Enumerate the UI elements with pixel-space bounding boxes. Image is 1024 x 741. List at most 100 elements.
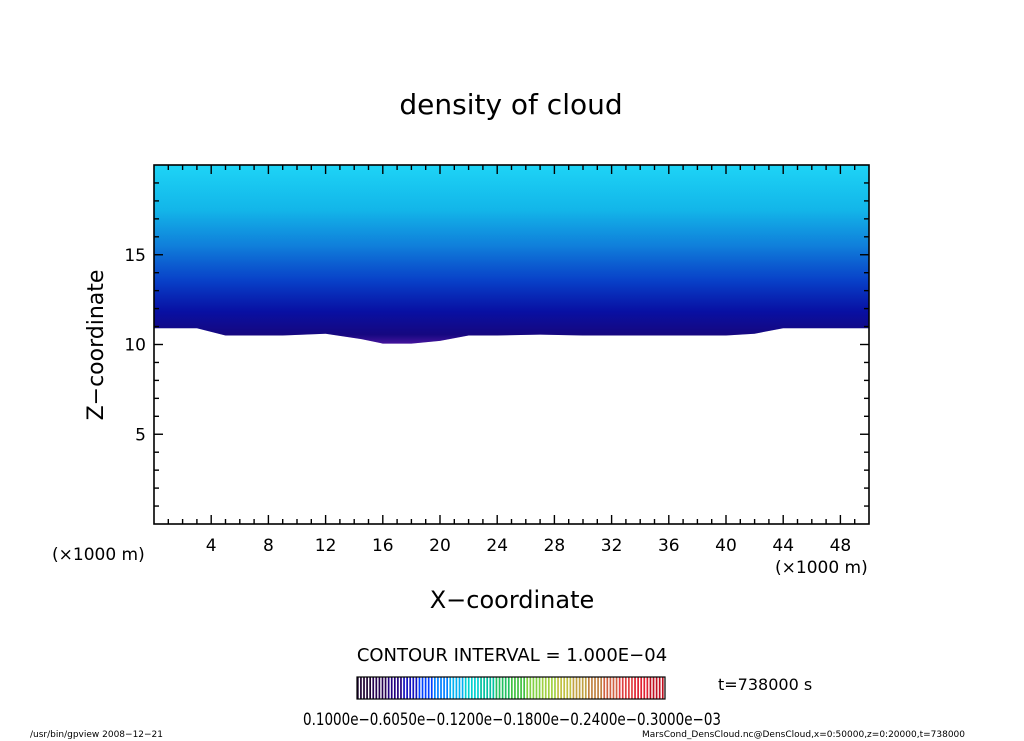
colorbar-swatch: [652, 677, 655, 699]
y-tick-label: 5: [135, 425, 146, 445]
x-tick-label: 36: [658, 536, 680, 556]
colorbar-swatch: [369, 677, 372, 699]
colorbar-swatch: [658, 677, 661, 699]
colorbar-swatch: [615, 677, 618, 699]
x-tick-label: 44: [772, 536, 794, 556]
x-tick-label: 8: [263, 536, 274, 556]
colorbar-swatch: [578, 677, 581, 699]
colorbar-swatch: [461, 677, 464, 699]
colorbar-swatch: [609, 677, 612, 699]
y-axis-label: Z−coordinate: [84, 270, 109, 421]
colorbar-swatch: [363, 677, 365, 699]
colorbar-swatch: [588, 677, 590, 699]
colorbar-swatch: [637, 677, 639, 699]
x-tick-label: 48: [830, 536, 852, 556]
y-tick-label: 15: [124, 246, 146, 266]
colorbar-swatch: [375, 677, 378, 699]
colorbar-swatch: [387, 677, 390, 699]
colorbar-swatch: [618, 677, 621, 699]
colorbar-swatch: [511, 677, 513, 699]
colorbar-swatch: [378, 677, 381, 699]
colorbar-swatch: [464, 677, 467, 699]
colorbar-swatch: [624, 677, 627, 699]
colorbar-swatch: [480, 677, 482, 699]
colorbar-swatch: [557, 677, 559, 699]
colorbar-swatch: [443, 677, 445, 699]
colorbar-swatch: [415, 677, 418, 699]
contour-interval-text: CONTOUR INTERVAL = 1.000E−04: [357, 645, 667, 666]
colorbar-swatch: [412, 677, 415, 699]
colorbar-swatch: [366, 677, 368, 699]
colorbar-swatch: [403, 677, 405, 699]
colorbar-swatch: [406, 677, 408, 699]
colorbar-swatch: [612, 677, 615, 699]
colorbar-swatch: [560, 677, 562, 699]
colorbar-swatch: [649, 677, 652, 699]
colorbar-swatch: [357, 677, 359, 699]
colorbar-frame: [356, 676, 666, 700]
colorbar-swatch: [360, 677, 362, 699]
x-unit-right: (×1000 m): [775, 558, 868, 578]
colorbar-swatch: [430, 677, 433, 699]
colorbar-swatch: [437, 677, 439, 699]
x-tick-label: 20: [429, 536, 451, 556]
colorbar-swatch: [452, 677, 455, 699]
colorbar-swatch: [492, 677, 495, 699]
x-axis-label: X−coordinate: [430, 586, 595, 614]
colorbar-swatch: [514, 677, 516, 699]
x-tick-label: 24: [486, 536, 508, 556]
colorbar-swatch: [489, 677, 492, 699]
colorbar-swatch: [523, 677, 526, 699]
axis-ticks: [154, 165, 869, 524]
colorbar-swatch: [655, 677, 658, 699]
colorbar-swatch: [572, 677, 575, 699]
colorbar-swatch: [421, 677, 424, 699]
x-tick-label: 4: [206, 536, 217, 556]
footer-left: /usr/bin/gpview 2008−12−21: [30, 730, 163, 740]
colorbar-swatch: [434, 677, 436, 699]
colorbar-swatch: [569, 677, 572, 699]
colorbar-swatch: [621, 677, 624, 699]
colorbar-swatch: [575, 677, 578, 699]
x-unit-left: (×1000 m): [52, 545, 145, 565]
y-tick-label: 10: [124, 336, 146, 356]
colorbar-swatch: [600, 677, 603, 699]
colorbar-swatch: [501, 677, 504, 699]
colorbar-swatch: [477, 677, 479, 699]
colorbar-swatch: [455, 677, 458, 699]
colorbar-swatch: [418, 677, 421, 699]
colorbar-swatch: [606, 677, 609, 699]
colorbar-swatch: [563, 677, 566, 699]
x-tick-label: 32: [601, 536, 623, 556]
cloud-density-shading: [154, 165, 869, 344]
colorbar-swatch: [409, 677, 412, 699]
colorbar-swatch: [535, 677, 538, 699]
colorbar-swatch: [529, 677, 532, 699]
colorbar-swatch: [581, 677, 584, 699]
colorbar-swatch: [397, 677, 399, 699]
colorbar-swatch: [486, 677, 489, 699]
colorbar-swatch: [547, 677, 550, 699]
colorbar-swatch: [597, 677, 599, 699]
colorbar-swatch: [446, 677, 449, 699]
colorbar-swatch: [541, 677, 544, 699]
colorbar-swatch: [566, 677, 569, 699]
colorbar-swatch: [584, 677, 587, 699]
colorbar-swatch: [474, 677, 476, 699]
colorbar-swatch: [591, 677, 593, 699]
colorbar-swatch: [551, 677, 553, 699]
colorbar-swatch: [390, 677, 393, 699]
colorbar-swatch: [520, 677, 522, 699]
colorbar-swatch: [538, 677, 541, 699]
colorbar-swatch: [554, 677, 556, 699]
colorbar-swatch: [631, 677, 633, 699]
colorbar-swatch: [517, 677, 519, 699]
colorbar-swatch: [440, 677, 442, 699]
colorbar-swatch: [526, 677, 529, 699]
colorbar-swatch: [544, 677, 547, 699]
colorbar-swatch: [467, 677, 470, 699]
x-tick-label: 12: [315, 536, 337, 556]
colorbar-swatch: [643, 677, 646, 699]
time-label: t=738000 s: [718, 675, 812, 694]
colorbar-swatch: [634, 677, 636, 699]
